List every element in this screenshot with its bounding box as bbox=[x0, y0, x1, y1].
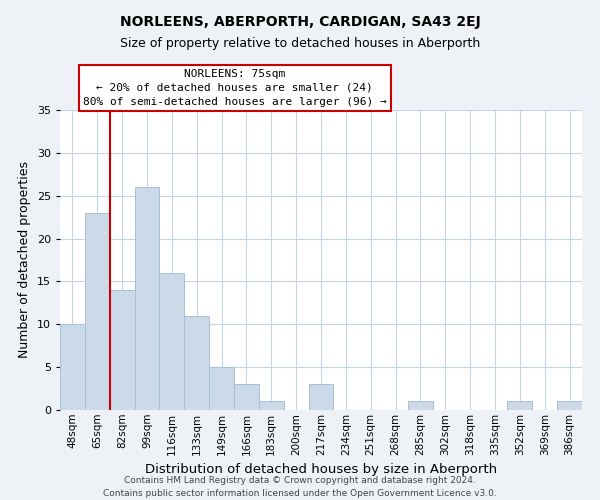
Bar bbox=[209, 367, 234, 410]
Bar bbox=[184, 316, 209, 410]
Text: NORLEENS: 75sqm
← 20% of detached houses are smaller (24)
80% of semi-detached h: NORLEENS: 75sqm ← 20% of detached houses… bbox=[83, 69, 387, 107]
Bar bbox=[60, 324, 85, 410]
Bar bbox=[134, 187, 160, 410]
Text: Contains HM Land Registry data © Crown copyright and database right 2024.
Contai: Contains HM Land Registry data © Crown c… bbox=[103, 476, 497, 498]
Bar bbox=[110, 290, 134, 410]
Bar bbox=[508, 402, 532, 410]
X-axis label: Distribution of detached houses by size in Aberporth: Distribution of detached houses by size … bbox=[145, 463, 497, 476]
Bar bbox=[308, 384, 334, 410]
Text: NORLEENS, ABERPORTH, CARDIGAN, SA43 2EJ: NORLEENS, ABERPORTH, CARDIGAN, SA43 2EJ bbox=[119, 15, 481, 29]
Text: Size of property relative to detached houses in Aberporth: Size of property relative to detached ho… bbox=[120, 38, 480, 51]
Bar bbox=[408, 402, 433, 410]
Bar bbox=[85, 213, 110, 410]
Bar bbox=[160, 273, 184, 410]
Bar bbox=[234, 384, 259, 410]
Bar bbox=[259, 402, 284, 410]
Bar bbox=[557, 402, 582, 410]
Y-axis label: Number of detached properties: Number of detached properties bbox=[18, 162, 31, 358]
